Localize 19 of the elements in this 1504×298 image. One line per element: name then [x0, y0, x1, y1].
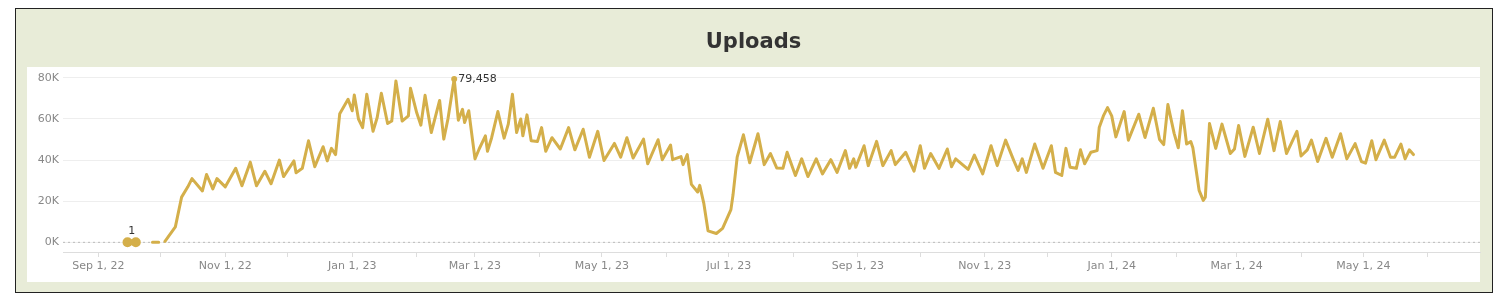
annotation: 1: [128, 223, 136, 237]
y-tick-label: 0K: [44, 235, 60, 249]
chart-title: Uploads: [705, 29, 802, 54]
x-tick-label: May 1, 23: [574, 259, 630, 273]
x-tick-label: Mar 1, 24: [1210, 259, 1263, 273]
x-tick-label: Nov 1, 23: [958, 259, 1012, 273]
x-tick-label: Jan 1, 24: [1086, 259, 1136, 273]
y-tick-label: 40K: [37, 152, 60, 166]
x-tick-label: Jul 1, 23: [705, 259, 752, 273]
x-tick-label: Nov 1, 22: [198, 259, 252, 273]
x-tick-label: May 1, 24: [1336, 259, 1391, 273]
x-tick-label: Sep 1, 22: [72, 259, 125, 273]
x-tick-label: Mar 1, 23: [448, 259, 502, 273]
x-tick-label: Sep 1, 23: [831, 259, 884, 273]
y-tick-label: 20K: [37, 194, 60, 208]
y-tick-label: 80K: [37, 70, 60, 84]
annotation: 79,458: [458, 71, 497, 85]
x-tick-label: Jan 1, 23: [327, 259, 377, 273]
y-tick-label: 60K: [37, 111, 60, 125]
